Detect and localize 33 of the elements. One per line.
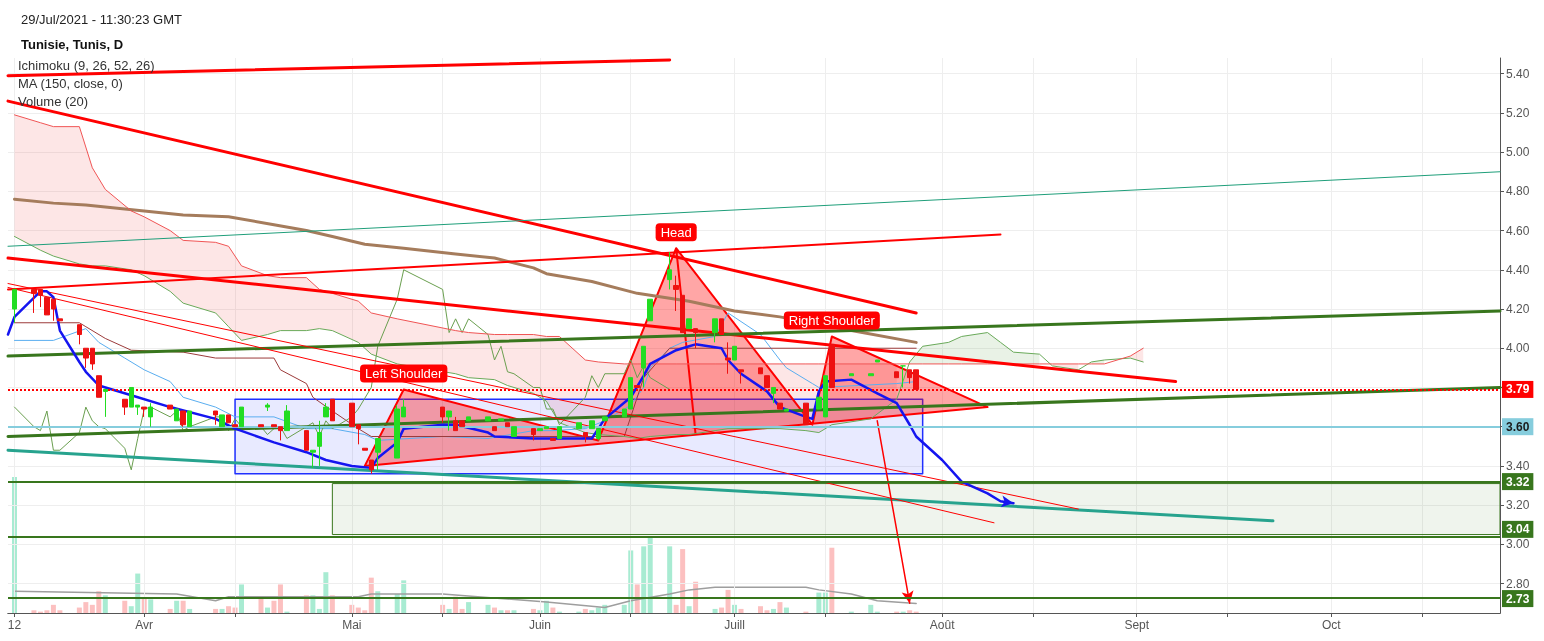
x-tick-label: Oct	[1322, 618, 1342, 632]
ref-line-label: 3.04	[1506, 522, 1530, 537]
y-tick-label: 3.00	[1506, 537, 1530, 552]
y-tick-label: 5.20	[1506, 105, 1530, 120]
y-tick-label: 4.60	[1506, 223, 1530, 238]
x-tick-label: Mai	[342, 618, 362, 632]
y-tick-label: 4.80	[1506, 184, 1530, 199]
ref-line-label: 3.79	[1506, 382, 1530, 397]
annotation: Ichimoku (9, 26, 52, 26)	[18, 58, 155, 73]
chart-title: Tunisie, Tunis, D	[21, 37, 124, 52]
x-tick-label: Juill	[724, 618, 745, 632]
chart-subtitle: 29/Jul/2021 - 11:30:23 GMT	[21, 12, 182, 27]
y-tick-label: 3.20	[1506, 498, 1530, 513]
y-tick-label: 3.40	[1506, 458, 1530, 473]
y-tick-label: 4.20	[1506, 302, 1530, 317]
x-tick-label: Juin	[528, 618, 551, 632]
x-tick-label: Avr	[135, 618, 154, 632]
annotation: Head	[660, 225, 692, 241]
y-tick-label: 5.00	[1506, 145, 1530, 160]
y-tick-label: 4.00	[1506, 341, 1530, 356]
annotation: Left Shoulder	[365, 366, 444, 382]
annotation: Volume (20)	[18, 94, 89, 109]
ref-line-label: 3.60	[1506, 419, 1530, 434]
x-tick-label: 12	[7, 618, 22, 632]
ref-line-label: 3.32	[1506, 474, 1530, 489]
x-tick-label: Sept	[1124, 618, 1150, 632]
annotation: Right Shoulder	[788, 313, 876, 329]
annotation: MA (150, close, 0)	[18, 76, 123, 91]
y-tick-label: 4.40	[1506, 262, 1530, 277]
y-tick-label: 5.40	[1506, 66, 1530, 81]
y-tick-label: 2.80	[1506, 576, 1530, 591]
x-tick-label: Août	[929, 618, 956, 632]
ref-line-label: 2.73	[1506, 591, 1530, 606]
